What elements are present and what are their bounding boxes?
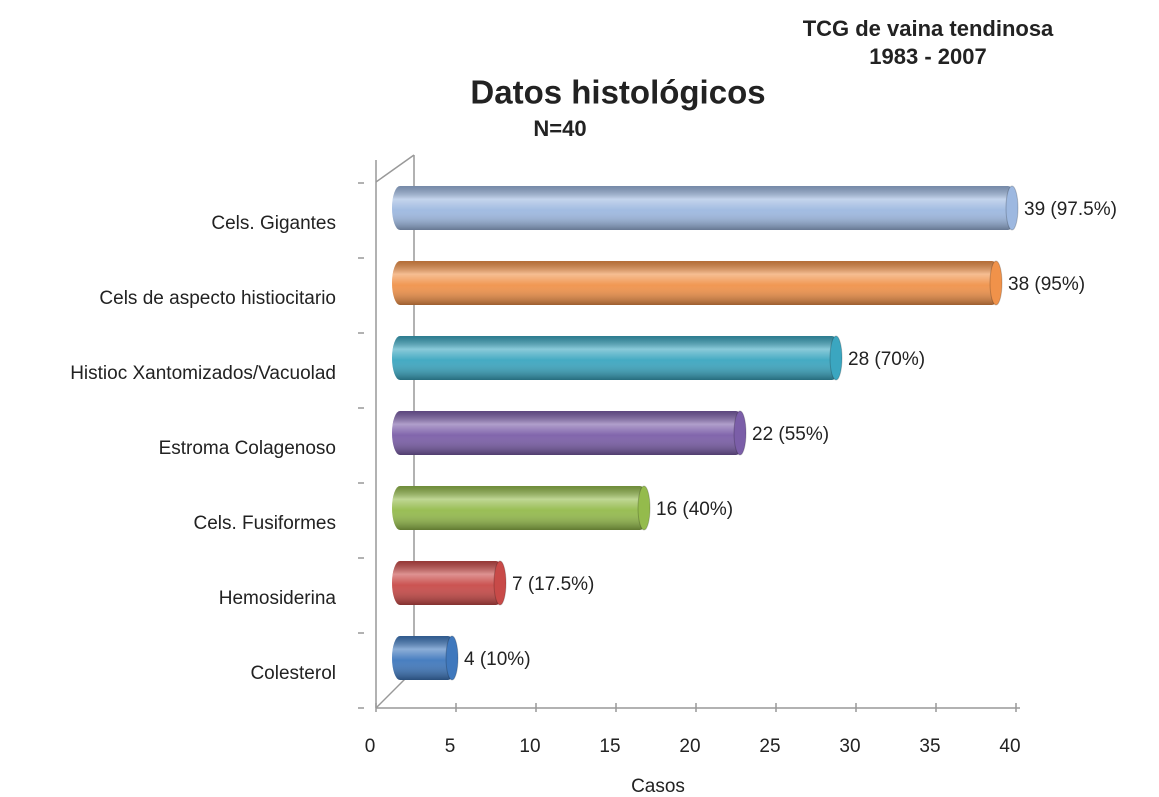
x-tick-label: 0 <box>365 736 376 757</box>
y-tick-label: Estroma Colagenoso <box>159 438 336 459</box>
bar-cap <box>637 485 651 531</box>
data-label: 16 (40%) <box>656 499 733 520</box>
bar-cap <box>733 410 747 456</box>
data-label: 38 (95%) <box>1008 274 1085 295</box>
y-tick-label: Cels. Fusiformes <box>193 513 336 534</box>
bar-shine <box>392 486 648 530</box>
x-axis-label: Casos <box>631 776 685 797</box>
y-tick-label: Cels. Gigantes <box>211 213 336 234</box>
x-tick-label: 15 <box>599 736 620 757</box>
annotation: 1983 - 2007 <box>869 44 986 69</box>
x-tick-label: 20 <box>679 736 700 757</box>
bar-cap <box>829 335 843 381</box>
bar-shine <box>392 261 1000 305</box>
x-tick-label: 25 <box>759 736 780 757</box>
bar-cap <box>493 560 507 606</box>
bar-shine <box>392 336 840 380</box>
axis-depth <box>375 154 415 183</box>
bar-cap <box>1005 185 1019 231</box>
bar-shine <box>392 561 504 605</box>
data-label: 22 (55%) <box>752 424 829 445</box>
bar-cap <box>445 635 459 681</box>
bar-shine <box>392 411 744 455</box>
bar-cap <box>989 260 1003 306</box>
y-tick-label: Hemosiderina <box>219 588 337 609</box>
x-tick-label: 35 <box>919 736 940 757</box>
chart-subtitle: N=40 <box>533 116 586 141</box>
x-tick-label: 30 <box>839 736 860 757</box>
data-label: 39 (97.5%) <box>1024 199 1117 220</box>
x-tick-label: 10 <box>519 736 540 757</box>
x-tick-label: 5 <box>445 736 456 757</box>
y-tick-label: Histioc Xantomizados/Vacuolad <box>70 363 336 384</box>
bar-shine <box>392 186 1016 230</box>
bar-shine <box>392 636 456 680</box>
chart-title: Datos histológicos <box>470 74 765 111</box>
x-tick-label: 40 <box>999 736 1020 757</box>
data-label: 7 (17.5%) <box>512 574 594 595</box>
data-label: 4 (10%) <box>464 649 531 670</box>
y-tick-label: Cels de aspecto histiocitario <box>99 288 336 309</box>
y-tick-label: Colesterol <box>250 663 336 684</box>
data-label: 28 (70%) <box>848 349 925 370</box>
annotation: TCG de vaina tendinosa <box>803 16 1054 41</box>
